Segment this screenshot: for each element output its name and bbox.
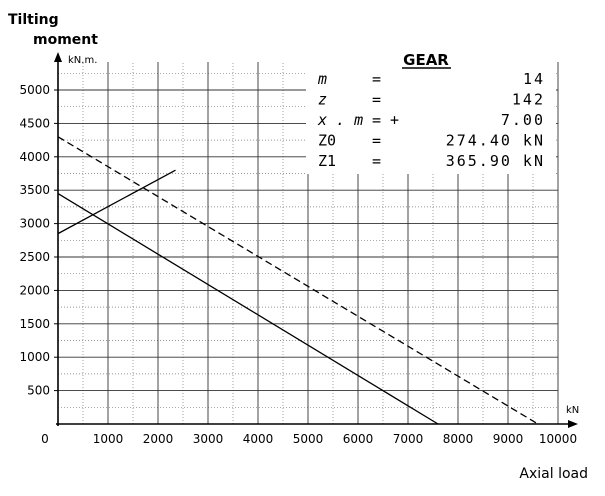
series-line-2 bbox=[57, 136, 539, 425]
series-line-3 bbox=[57, 169, 176, 235]
annotation-value: 7.00 bbox=[501, 111, 545, 129]
gear-annotation: GEAR m = 14 z = 142 x . m = + 7.00 Z0 = 274.40 kN Z1 =… bbox=[306, 50, 556, 174]
x-tick-label: 7000 bbox=[393, 432, 424, 446]
x-axis-title: Axial load bbox=[519, 466, 588, 482]
annotation-label: m bbox=[317, 70, 327, 88]
x-tick-label: 5000 bbox=[293, 432, 324, 446]
annotation-title: GEAR bbox=[403, 51, 449, 69]
y-axis-unit: kN.m. bbox=[68, 55, 97, 66]
annotation-value: 365.90 kN bbox=[446, 152, 545, 170]
y-tick-label: 3000 bbox=[19, 217, 50, 231]
y-tick-label: 500 bbox=[27, 384, 50, 398]
axes bbox=[54, 52, 578, 428]
annotation-equals: = + bbox=[372, 111, 399, 129]
x-tick-label: 9000 bbox=[493, 432, 524, 446]
y-tick-label: 3500 bbox=[19, 183, 50, 197]
y-tick-label: 1000 bbox=[19, 350, 50, 364]
y-tick-label: 4500 bbox=[19, 116, 50, 130]
x-tick-label: 10000 bbox=[539, 432, 577, 446]
x-axis-arrow-icon bbox=[568, 420, 578, 428]
annotation-label: x . m bbox=[317, 111, 363, 129]
x-axis-unit: kN bbox=[566, 405, 579, 416]
annotation-label: Z0 bbox=[318, 132, 336, 150]
y-axis-title: moment bbox=[33, 32, 98, 48]
x-tick-label: 0 bbox=[41, 432, 49, 446]
y-tick-label: 1500 bbox=[19, 317, 50, 331]
series-layer bbox=[57, 136, 539, 425]
x-tick-label: 6000 bbox=[343, 432, 374, 446]
y-tick-label: 2000 bbox=[19, 283, 50, 297]
y-tick-label: 2500 bbox=[19, 250, 50, 264]
x-tick-label: 4000 bbox=[243, 432, 274, 446]
annotation-value: 274.40 kN bbox=[446, 132, 545, 150]
x-tick-label: 1000 bbox=[93, 432, 124, 446]
y-axis-arrow-icon bbox=[54, 52, 62, 62]
annotation-background bbox=[306, 50, 556, 174]
annotation-value: 142 bbox=[512, 91, 545, 109]
series-line-1 bbox=[57, 192, 439, 425]
x-tick-label: 8000 bbox=[443, 432, 474, 446]
labels: 0 1000 2000 3000 4000 5000 6000 7000 8000 9000 100… bbox=[8, 12, 588, 482]
y-axis-title: Tilting bbox=[8, 12, 59, 28]
annotation-label: Z1 bbox=[318, 152, 336, 170]
y-tick-label: 4000 bbox=[19, 150, 50, 164]
annotation-equals: = bbox=[372, 70, 381, 88]
annotation-value: 14 bbox=[523, 70, 545, 88]
x-tick-label: 3000 bbox=[193, 432, 224, 446]
annotation-equals: = bbox=[372, 152, 381, 170]
annotation-equals: = bbox=[372, 132, 381, 150]
annotation-equals: = bbox=[372, 91, 381, 109]
x-tick-label: 2000 bbox=[143, 432, 174, 446]
annotation-label: z bbox=[318, 91, 327, 109]
y-tick-label: 5000 bbox=[19, 83, 50, 97]
